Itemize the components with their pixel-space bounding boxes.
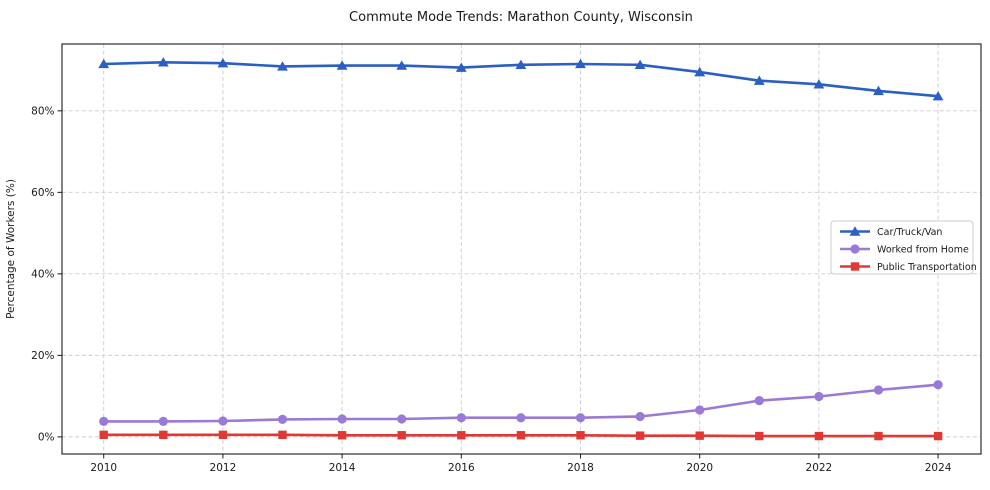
square-marker — [516, 431, 526, 440]
series-circle — [99, 380, 943, 426]
legend-box — [830, 220, 974, 275]
legend-entry: Worked from Home — [840, 244, 969, 255]
legend-label: Public Transportation — [877, 262, 977, 273]
legend-entry: Car/Truck/Van — [840, 226, 942, 238]
legend-entry: Public Transportation — [840, 262, 977, 273]
circle-marker — [873, 385, 884, 395]
y-tick-label: 80% — [31, 105, 54, 117]
data-series — [98, 57, 944, 441]
triangle-marker — [277, 61, 288, 71]
x-tick-label: 2016 — [448, 462, 475, 474]
x-tick-label: 2012 — [210, 462, 237, 474]
circle-marker — [850, 244, 860, 254]
series-triangle — [98, 57, 944, 101]
y-axis-label: Percentage of Workers (%) — [5, 179, 17, 319]
triangle-marker — [634, 59, 646, 69]
triangle-marker — [455, 62, 467, 72]
square-marker — [814, 431, 824, 441]
circle-marker — [397, 414, 407, 424]
square-marker — [397, 431, 406, 440]
triangle-marker — [98, 58, 110, 69]
triangle-marker — [753, 75, 765, 85]
circle-marker — [814, 391, 824, 402]
circle-marker — [158, 416, 168, 426]
circle-marker — [99, 416, 109, 426]
x-tick-label: 2014 — [329, 462, 356, 474]
square-marker — [457, 431, 466, 440]
chart-title: Commute Mode Trends: Marathon County, Wi… — [349, 10, 693, 25]
circle-marker — [337, 414, 347, 424]
circle-marker — [635, 411, 645, 422]
x-tick-label: 2022 — [806, 462, 833, 474]
triangle-marker — [575, 58, 586, 69]
square-marker — [695, 431, 704, 440]
y-tick-label: 20% — [31, 350, 54, 362]
triangle-marker — [515, 59, 527, 69]
triangle-marker — [932, 90, 944, 101]
circle-marker — [575, 413, 586, 423]
square-marker — [159, 430, 168, 440]
square-marker — [576, 431, 585, 440]
y-tick-label: 0% — [38, 431, 55, 443]
circle-marker — [933, 380, 943, 390]
circle-marker — [277, 414, 288, 424]
square-marker — [337, 431, 347, 440]
circle-marker — [218, 416, 228, 426]
triangle-marker — [813, 79, 825, 89]
triangle-marker — [849, 226, 861, 236]
triangle-marker — [336, 60, 348, 70]
axis-ticks: 2010 2012 2014 2016 2018 2020 2022 2024 0% 20% 40%… — [31, 105, 952, 474]
square-marker — [278, 430, 287, 440]
plot-border — [61, 43, 982, 455]
triangle-marker — [396, 60, 408, 70]
legend: Car/Truck/Van Worked from Home Public Tran… — [830, 220, 977, 275]
circle-marker — [754, 396, 764, 406]
legend-label: Car/Truck/Van — [877, 227, 942, 238]
x-tick-label: 2018 — [567, 462, 594, 474]
square-marker — [874, 431, 883, 441]
square-marker — [850, 262, 860, 271]
triangle-marker — [157, 57, 169, 67]
circle-marker — [695, 405, 705, 415]
x-tick-label: 2010 — [90, 462, 117, 474]
square-marker — [635, 431, 645, 440]
x-tick-label: 2024 — [925, 462, 952, 474]
triangle-marker — [694, 66, 706, 77]
triangle-marker — [873, 85, 884, 96]
x-tick-label: 2020 — [686, 462, 713, 474]
y-tick-label: 40% — [31, 268, 54, 280]
square-marker — [99, 430, 108, 440]
legend-label: Worked from Home — [877, 244, 969, 255]
circle-marker — [456, 413, 466, 423]
y-tick-label: 60% — [31, 187, 54, 199]
square-marker — [755, 431, 764, 441]
square-marker — [218, 430, 228, 440]
square-marker — [933, 431, 943, 441]
circle-marker — [516, 413, 526, 423]
triangle-marker — [217, 57, 229, 68]
series-square — [99, 430, 943, 441]
